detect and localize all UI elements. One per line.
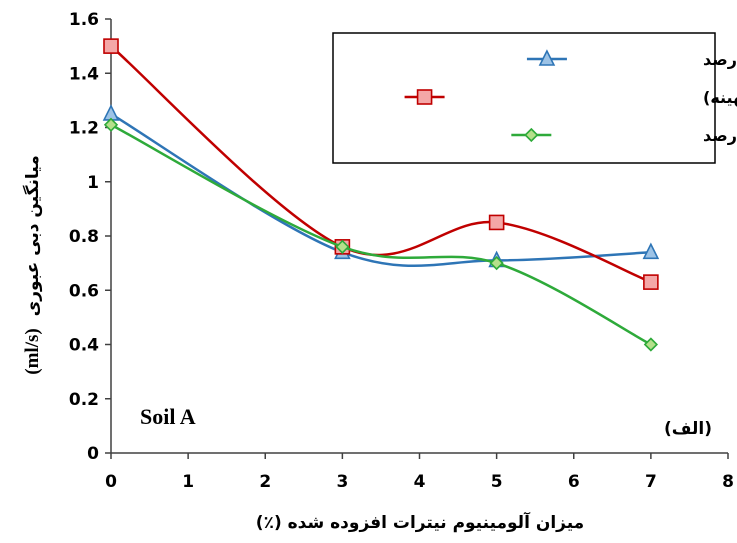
- y-tick-label: 1.2: [69, 119, 99, 139]
- x-tick-label: 6: [568, 472, 580, 492]
- legend-item: رطوبت ۱۳ درصد: [526, 49, 737, 69]
- y-tick-label: 0.8: [69, 227, 99, 247]
- data-point-marker: [643, 337, 659, 352]
- legend-label: رطوبت ۱۶/۵ درصد: [703, 126, 737, 145]
- data-point-marker: [643, 274, 659, 290]
- legend-label: رطوبت ۱۳ درصد: [703, 50, 737, 69]
- legend-swatch-marker: [416, 89, 433, 105]
- x-tick-label: 1: [182, 472, 194, 492]
- x-tick-label: 4: [414, 472, 426, 492]
- x-tick-label: 3: [336, 472, 348, 492]
- data-point-marker: [103, 38, 119, 54]
- y-tick-label: 1.6: [69, 10, 99, 30]
- data-point-marker: [642, 242, 660, 260]
- series-line: [110, 45, 652, 284]
- legend-item: رطوبت ۱۶/۵ درصد: [511, 126, 737, 145]
- data-point-marker: [103, 117, 119, 132]
- soil-annotation: Soil A: [140, 404, 196, 429]
- legend-box: [332, 32, 716, 164]
- x-tick-label: 2: [259, 472, 271, 492]
- y-tick-label: 0.4: [69, 336, 99, 356]
- y-axis-title-text: میانگین دبی عبوری: [22, 155, 43, 316]
- panel-annotation: (الف): [664, 419, 712, 439]
- x-tick-label: 5: [491, 472, 503, 492]
- series-line: [110, 123, 652, 346]
- x-tick-label: 0: [105, 472, 117, 492]
- series-3: [103, 117, 659, 352]
- y-tick-label: 0.2: [69, 390, 99, 410]
- legend-label: رطوبت ۱۵ درصد (رطوبت بهینه): [703, 88, 737, 107]
- y-axis-title-unit: (ml/s): [22, 328, 43, 374]
- legend-swatch-marker: [538, 49, 556, 66]
- y-tick-label: 0.6: [69, 281, 99, 301]
- y-tick-label: 1.4: [69, 64, 99, 84]
- legend-swatch-marker: [524, 127, 539, 143]
- x-tick-label: 7: [645, 472, 657, 492]
- data-point-marker: [489, 255, 504, 271]
- legend-item: رطوبت ۱۵ درصد (رطوبت بهینه): [404, 88, 737, 107]
- y-tick-label: 1: [87, 173, 99, 193]
- x-axis-title: میزان آلومینیوم نیترات افزوده شده (٪): [256, 511, 584, 533]
- series-line: [110, 112, 651, 267]
- y-axis-title: (ml/s) میانگین دبی عبوری: [22, 155, 43, 374]
- x-tick-label: 8: [722, 472, 734, 492]
- data-point-marker: [488, 214, 505, 231]
- y-tick-label: 0: [87, 444, 99, 464]
- data-point-marker: [335, 239, 350, 254]
